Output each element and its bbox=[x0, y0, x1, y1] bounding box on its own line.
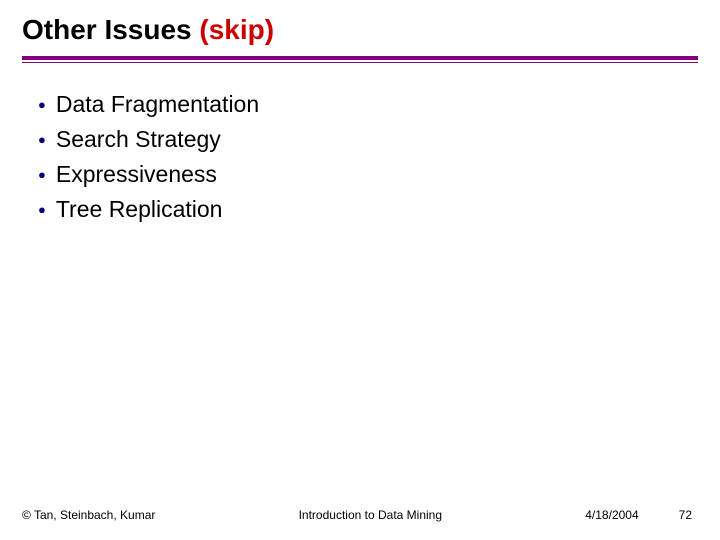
bullet-icon: ● bbox=[38, 96, 46, 114]
title-main-text: Other Issues bbox=[22, 14, 199, 45]
title-area: Other Issues (skip) bbox=[0, 0, 720, 46]
footer-center: Introduction to Data Mining bbox=[155, 508, 585, 522]
bullet-text: Tree Replication bbox=[56, 194, 223, 225]
footer-date: 4/18/2004 bbox=[585, 508, 638, 522]
list-item: ● Expressiveness bbox=[38, 159, 698, 190]
title-skip-text: (skip) bbox=[199, 14, 274, 45]
bullet-text: Data Fragmentation bbox=[56, 89, 259, 120]
slide-title: Other Issues (skip) bbox=[22, 14, 698, 46]
footer: © Tan, Steinbach, Kumar Introduction to … bbox=[0, 508, 720, 522]
body-content: ● Data Fragmentation ● Search Strategy ●… bbox=[0, 63, 720, 225]
slide: Other Issues (skip) ● Data Fragmentation… bbox=[0, 0, 720, 540]
bullet-icon: ● bbox=[38, 131, 46, 149]
bullet-text: Search Strategy bbox=[56, 124, 221, 155]
bullet-icon: ● bbox=[38, 201, 46, 219]
list-item: ● Data Fragmentation bbox=[38, 89, 698, 120]
divider bbox=[0, 46, 720, 63]
bullet-icon: ● bbox=[38, 166, 46, 184]
bullet-text: Expressiveness bbox=[56, 159, 217, 190]
footer-page: 72 bbox=[679, 508, 692, 522]
list-item: ● Tree Replication bbox=[38, 194, 698, 225]
footer-copyright: © Tan, Steinbach, Kumar bbox=[22, 508, 155, 522]
list-item: ● Search Strategy bbox=[38, 124, 698, 155]
divider-thick bbox=[22, 56, 698, 60]
